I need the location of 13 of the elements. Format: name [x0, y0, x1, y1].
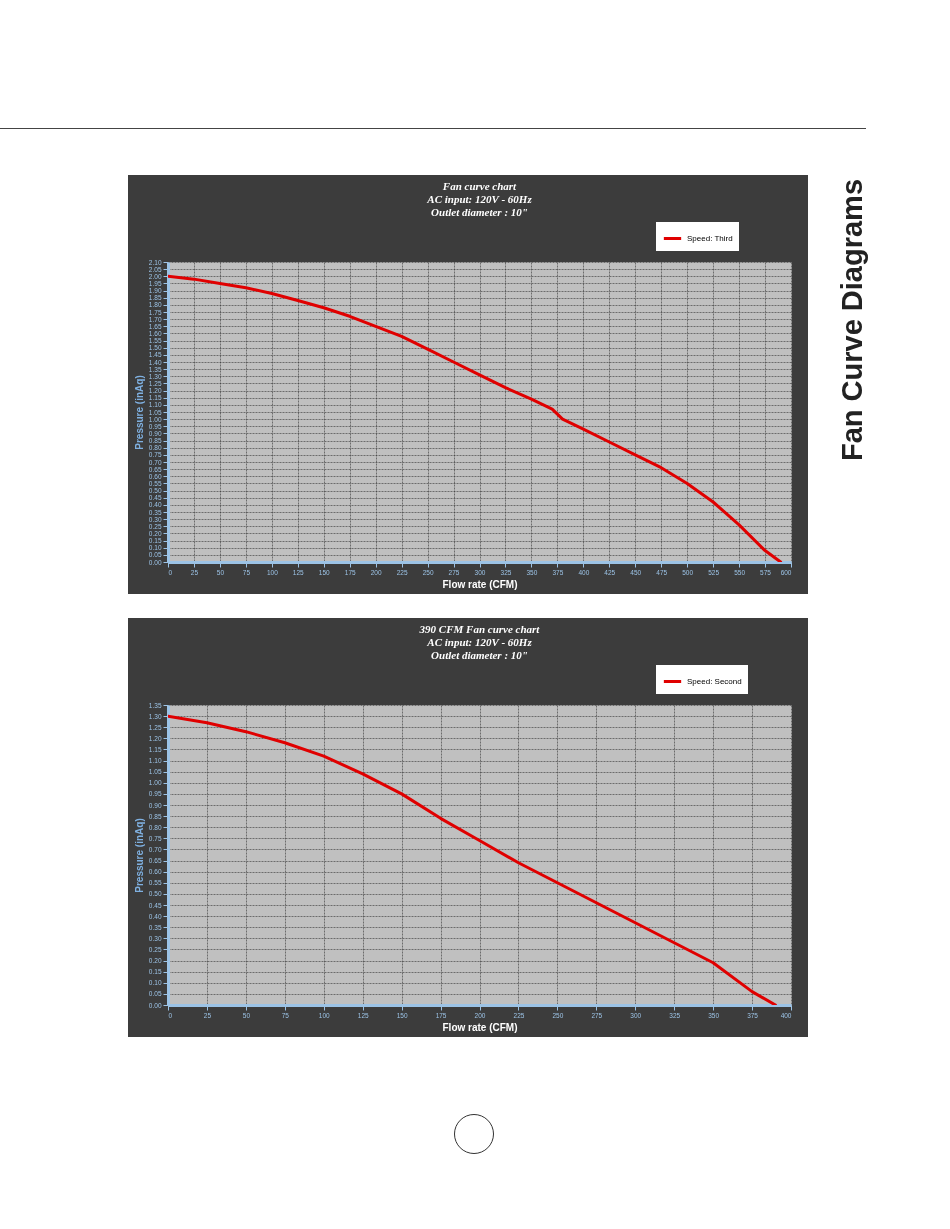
- x-axis-title: Flow rate (CFM): [442, 1022, 518, 1033]
- y-axis-title: Pressure (inAq): [133, 818, 145, 893]
- text: Fan Curve Diagrams: [835, 178, 869, 462]
- legend-label: Speed: Third: [687, 233, 733, 243]
- y-axis-title: Pressure (inAq): [133, 375, 145, 450]
- chart-title: Fan curve chart: [441, 180, 518, 192]
- line-series: [168, 714, 777, 1005]
- x-axis-title: Flow rate (CFM): [442, 579, 518, 590]
- chart-subtitle: AC input: 120V - 60Hz Outlet diameter : 10": [426, 193, 533, 218]
- line-series: [168, 274, 783, 562]
- chart-title: 390 CFM Fan curve chart: [418, 623, 541, 635]
- legend-label: Speed: Second: [687, 676, 742, 686]
- chart-subtitle: AC input: 120V - 60Hz Outlet diameter : 10": [426, 636, 533, 661]
